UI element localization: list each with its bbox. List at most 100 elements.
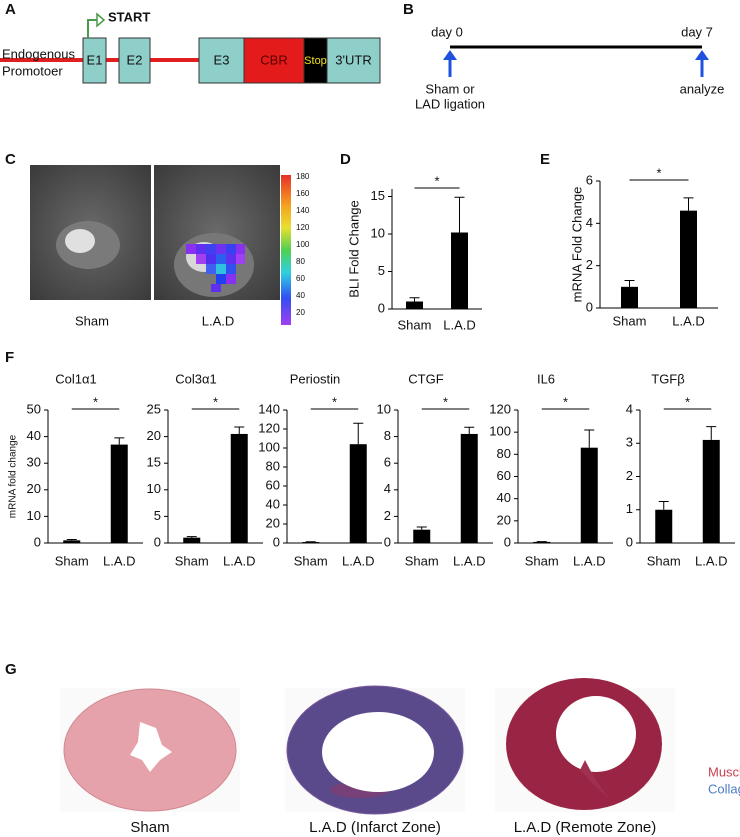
lumen [130,722,172,772]
error-bar [454,196,465,233]
exon [82,37,107,84]
y-tick-label: 30 [27,455,41,470]
heart-highlight [65,229,95,253]
y-tick-label: 120 [489,401,511,416]
lumen [322,712,434,792]
chart-title: IL6 [537,371,555,386]
chart-title: CTGF [408,371,443,386]
promoter-label: Endogenous [2,46,76,61]
signal [206,264,216,274]
bar [460,433,478,543]
y-tick-label: 40 [497,490,511,505]
y-tick-label: 100 [489,424,511,439]
bar [580,447,598,543]
significance-label: * [656,165,661,180]
y-tick-label: 20 [27,481,41,496]
papillary [580,760,612,800]
panel-label: D [340,151,351,168]
panel-label: C [5,151,16,168]
cbr [243,37,305,84]
error-bar [416,526,427,530]
x-tick-label: L.A.D [342,553,375,568]
y-tick-label: 10 [27,508,41,523]
y-tick-label: 0 [34,534,41,549]
chart-title: TGFβ [651,371,684,386]
error-bar [353,422,364,445]
colorbar-tick-label: 100 [296,240,310,249]
signal-overlay [186,244,245,292]
y-tick-label: 0 [273,534,280,549]
panel-label: B [403,1,414,18]
colorbar-tick-label: 180 [296,172,310,181]
signal [226,264,236,274]
y-tick-label: 10 [377,401,391,416]
significance-label: * [443,394,448,409]
signal [216,264,226,274]
exon [198,37,245,84]
signal [216,254,226,264]
image-label: L.A.D [202,313,235,328]
element-label: E2 [127,52,143,67]
y-tick-label: 2 [586,257,593,272]
bar [302,542,320,543]
x-tick-label: Sham [647,553,681,568]
y-tick-label: 120 [258,420,280,435]
signal [226,254,236,264]
image-label: Sham [75,313,109,328]
colorbar-tick-label: 80 [296,257,305,266]
y-tick-label: 100 [258,439,280,454]
panel-label: E [540,151,550,168]
y-tick-label: 20 [497,512,511,527]
signal [196,244,206,254]
arrow-head [443,50,457,60]
imaging: Sham L.A.D [30,165,291,328]
lumen [556,696,636,772]
start-arrow-head [96,12,106,28]
event-label: Sham or [425,81,475,96]
y-tick-label: 15 [371,188,385,203]
significance-label: * [213,394,218,409]
y-tick-label: 15 [147,455,161,470]
y-tick-label: 5 [378,263,385,278]
colorbar [281,175,291,325]
error-bar [464,426,475,434]
significance-label: * [563,394,568,409]
error-bar [584,429,595,448]
image-label: L.A.D (Infarct Zone) [309,819,441,836]
signal [196,254,206,264]
chart-title: Col1α1 [55,371,96,386]
y-tick-label: 8 [384,428,391,443]
bar [406,301,423,309]
y-tick-label: 2 [626,468,633,483]
signal [206,244,216,254]
error-bar [234,426,245,434]
y-tick-label: 40 [266,496,280,511]
y-tick-label: 20 [147,428,161,443]
image-label: L.A.D (Remote Zone) [514,819,657,836]
y-tick-label: 1 [626,501,633,516]
y-tick-label: 20 [266,515,280,530]
y-tick-label: 0 [378,300,385,315]
y-tick-label: 140 [258,401,280,416]
error-bar [186,536,197,538]
bar [621,286,638,308]
significance-label: * [93,394,98,409]
panel-label: G [5,661,17,678]
y-tick-label: 4 [626,401,633,416]
bar [680,210,697,308]
y-tick-label: 80 [266,458,280,473]
y-tick-label: 2 [384,508,391,523]
error-bar [624,279,635,287]
panel-label: F [5,349,14,366]
bar [533,541,551,543]
x-tick-label: L.A.D [443,317,476,332]
y-tick-label: 6 [384,455,391,470]
signal [226,244,236,254]
signal [216,274,226,284]
image-label: Sham [130,819,169,836]
signal [236,254,245,264]
legend-entry: Collagen [708,781,740,796]
x-tick-label: Sham [294,553,328,568]
bar [451,232,468,309]
bar [413,529,431,543]
